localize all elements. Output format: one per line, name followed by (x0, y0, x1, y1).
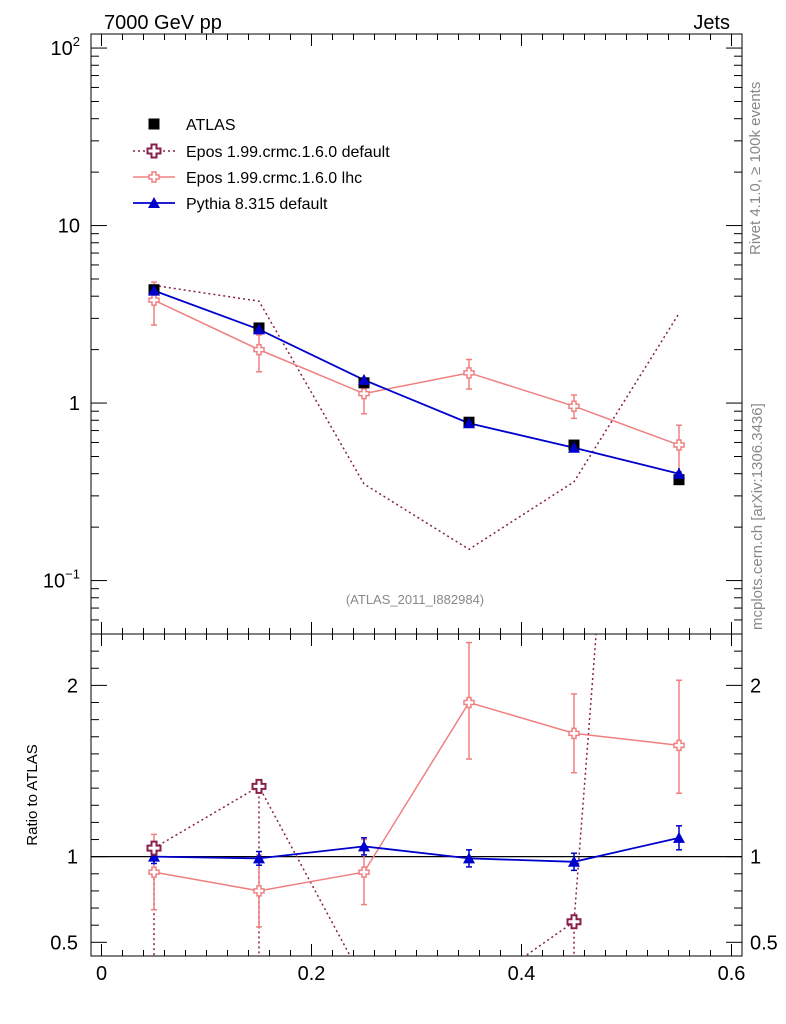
x-tick-label: 0 (96, 963, 107, 985)
epos-default-ratio-point (251, 778, 267, 794)
legend-label: ATLAS (186, 117, 236, 134)
pythia-point (463, 417, 475, 429)
epos-lhc-ratio-point (358, 866, 370, 878)
pythia-point (148, 284, 160, 296)
mcplots-label: mcplots.cern.ch [arXiv:1306.3436] (749, 403, 766, 630)
epos-lhc-point (148, 294, 160, 306)
ratio-tick-label-right: 2 (750, 675, 761, 697)
y-tick-label: 10−1 (43, 567, 80, 593)
epos-lhc-point (463, 367, 475, 379)
legend-label: Pythia 8.315 default (186, 196, 328, 213)
header-energy: 7000 GeV pp (104, 12, 222, 34)
atlas-point (673, 474, 685, 486)
epos-lhc-point (358, 387, 370, 400)
lower-axes: 0.5 0.5 1 1 2 2 (50, 650, 778, 954)
pythia-ratio-point (463, 852, 475, 864)
y-tick-exponent: −1 (65, 567, 80, 582)
ratio-tick-label-right: 1 (750, 847, 761, 869)
ratio-tick-label-left: 1 (67, 847, 78, 869)
epos-lhc-point (568, 400, 580, 412)
rivet-label: Rivet 4.1.0, ≥ 100k events (747, 82, 764, 255)
x-tick-label: 0.4 (508, 963, 536, 985)
pythia-ratio-point (148, 850, 160, 862)
epos-default-line (153, 284, 680, 551)
epos-lhc-ratio-point (148, 866, 160, 878)
legend-label: Epos 1.99.crmc.1.6.0 lhc (186, 170, 362, 187)
y-tick-base: 10 (51, 38, 73, 60)
epos-default-ratio-line (153, 634, 597, 956)
ratio-tick-label-left: 0.5 (50, 932, 78, 954)
pythia-point (673, 467, 685, 479)
epos-lhc-line (153, 299, 680, 446)
epos-default-ratio-point (146, 840, 162, 856)
legend-epos-default-marker (146, 143, 162, 159)
x-axis: 0 0.2 0.4 0.6 (96, 34, 745, 985)
epos-lhc-ratio-point (673, 739, 685, 752)
pythia-ratio-point (673, 831, 685, 843)
upper-plot-area (148, 281, 685, 551)
ratio-tick-label-left: 2 (67, 675, 78, 697)
y-tick-label: 1 (69, 393, 80, 415)
epos-lhc-point (673, 439, 685, 451)
pythia-ratio-line (153, 836, 680, 863)
lower-plot-area (91, 634, 742, 956)
pythia-line (153, 289, 680, 475)
lower-frame (90, 633, 743, 957)
epos-default-ratio-point (566, 914, 582, 930)
ratio-tick-label-right: 0.5 (750, 932, 778, 954)
legend: ATLAS Epos 1.99.crmc.1.6.0 default Epos 1.… (133, 117, 390, 213)
epos-lhc-ratio-point (253, 885, 265, 897)
pythia-point (253, 323, 265, 335)
header-process: Jets (693, 12, 730, 34)
pythia-point (568, 441, 580, 453)
epos-lhc-ratio-point (463, 696, 475, 709)
legend-pythia-marker (148, 197, 160, 208)
x-tick-label: 0.6 (718, 963, 746, 985)
y-tick-label: 10 (58, 216, 80, 238)
ratio-axis-label: Ratio to ATLAS (24, 744, 41, 845)
pythia-ratio-point (358, 840, 370, 852)
legend-epos-lhc-marker (148, 171, 160, 183)
epos-lhc-point (253, 343, 265, 356)
legend-label: Epos 1.99.crmc.1.6.0 default (186, 144, 390, 161)
x-tick-label: 0.2 (298, 963, 326, 985)
epos-lhc-ratio-point (568, 727, 580, 740)
legend-atlas-marker (148, 118, 160, 130)
y-tick-exponent: 2 (73, 34, 80, 49)
analysis-id: (ATLAS_2011_I882984) (346, 592, 484, 607)
pythia-ratio-point (568, 855, 580, 867)
pythia-point (358, 373, 370, 385)
epos-lhc-ratio-line (153, 701, 680, 892)
y-tick-base: 10 (43, 571, 65, 593)
y-tick-label: 102 (51, 34, 80, 60)
pythia-ratio-point (253, 852, 265, 864)
